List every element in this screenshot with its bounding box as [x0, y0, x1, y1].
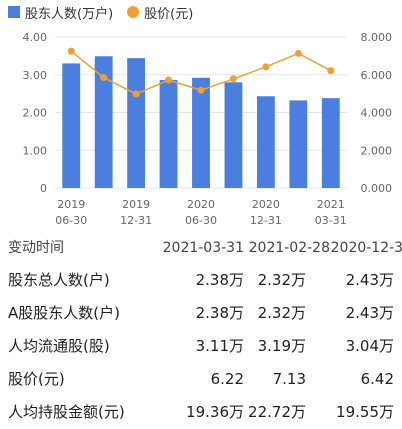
- bar: [62, 63, 81, 188]
- row-value: 3.19万: [257, 337, 306, 355]
- price-point: [262, 63, 270, 71]
- price-point: [327, 67, 335, 75]
- row-value: 22.72万: [248, 403, 306, 421]
- legend-swatch-dot: [127, 6, 140, 18]
- table-header-row: 变动时间 2021-03-31 2021-02-28 2020-12-31: [0, 234, 402, 262]
- x-tick-label: 2020: [187, 198, 215, 211]
- y-right-tick-label: 0.000: [361, 182, 393, 195]
- row-value: 2.38万: [195, 304, 244, 322]
- row-value: 3.11万: [195, 337, 244, 355]
- x-tick-label: 03-31: [315, 214, 347, 227]
- row-value: 2.43万: [345, 271, 394, 289]
- y-left-tick-label: 3.00: [23, 69, 48, 82]
- row-value: 2.32万: [257, 304, 306, 322]
- legend-item-holders[interactable]: 股东人数(万户): [8, 3, 113, 22]
- row-label: 股东总人数(户): [8, 271, 110, 289]
- holders-price-chart: 0 1.00 2.00 3.00 4.00 0.000 2.000 4.000 6.000 8.0…: [23, 31, 393, 227]
- row-value: 19.36万: [186, 403, 244, 421]
- row-value: 2.32万: [257, 271, 306, 289]
- y-right-tick-label: 8.000: [361, 31, 393, 44]
- bar: [159, 80, 178, 188]
- row-value: 6.22: [210, 370, 244, 388]
- x-tick-label: 2021: [317, 198, 345, 211]
- bar: [321, 98, 340, 188]
- header-date-3: 2020-12-31: [330, 240, 402, 256]
- price-point: [67, 47, 75, 55]
- legend-swatch-bar: [8, 6, 20, 18]
- x-tick-label: 06-30: [55, 214, 87, 227]
- bar: [94, 56, 113, 188]
- bar: [127, 58, 146, 188]
- y-right-tick-label: 2.000: [361, 144, 393, 157]
- legend-label-holders: 股东人数(万户): [25, 6, 114, 22]
- chart-legend: 股东人数(万户) 股价(元): [8, 2, 207, 22]
- row-label: 人均流通股(股): [8, 337, 110, 355]
- row-value: 2.38万: [195, 271, 244, 289]
- row-label: 人均持股金额(元): [8, 403, 125, 421]
- y-left-tick-label: 4.00: [23, 31, 48, 44]
- price-point: [229, 75, 237, 83]
- header-date-1: 2021-03-31: [162, 240, 244, 256]
- x-tick-label: 2020: [252, 198, 280, 211]
- y-left-tick-label: 0: [40, 182, 47, 195]
- bar: [256, 96, 275, 188]
- price-point: [294, 49, 302, 57]
- row-value: 7.13: [272, 370, 306, 388]
- row-label: A股股东人数(户): [8, 304, 120, 322]
- holders-table: 变动时间 2021-03-31 2021-02-28 2020-12-31 股东…: [0, 234, 402, 429]
- x-tick-label: 2019: [122, 198, 150, 211]
- table-row: 人均持股金额(元) 19.36万 22.72万 19.55万: [0, 396, 402, 429]
- bar: [192, 77, 210, 188]
- table-row: 人均流通股(股) 3.11万 3.19万 3.04万: [0, 330, 402, 363]
- y-left-tick-label: 1.00: [23, 144, 48, 157]
- bar: [289, 100, 308, 188]
- legend-item-price[interactable]: 股价(元): [127, 3, 193, 22]
- row-value: 3.04万: [345, 337, 394, 355]
- y-left-tick-label: 2.00: [23, 107, 48, 120]
- table-row: 股东总人数(户) 2.38万 2.32万 2.43万: [0, 264, 402, 297]
- table-row: A股股东人数(户) 2.38万 2.32万 2.43万: [0, 297, 402, 330]
- y-right-tick-label: 4.000: [361, 107, 393, 120]
- price-point: [165, 76, 173, 84]
- row-value: 6.42: [360, 370, 394, 388]
- x-tick-label: 12-31: [120, 214, 152, 227]
- table-row: 股价(元) 6.22 7.13 6.42: [0, 363, 402, 396]
- price-point: [132, 90, 140, 98]
- header-label: 变动时间: [8, 240, 64, 256]
- price-point: [100, 74, 108, 82]
- x-tick-label: 2019: [57, 198, 85, 211]
- header-date-2: 2021-02-28: [248, 240, 330, 256]
- legend-label-price: 股价(元): [144, 6, 194, 22]
- y-right-tick-label: 6.000: [361, 69, 393, 82]
- price-point: [197, 86, 205, 94]
- row-value: 2.43万: [345, 304, 394, 322]
- x-tick-label: 12-31: [250, 214, 282, 227]
- x-tick-label: 06-30: [185, 214, 217, 227]
- row-label: 股价(元): [8, 370, 65, 388]
- row-value: 19.55万: [336, 403, 394, 421]
- bar: [224, 82, 243, 188]
